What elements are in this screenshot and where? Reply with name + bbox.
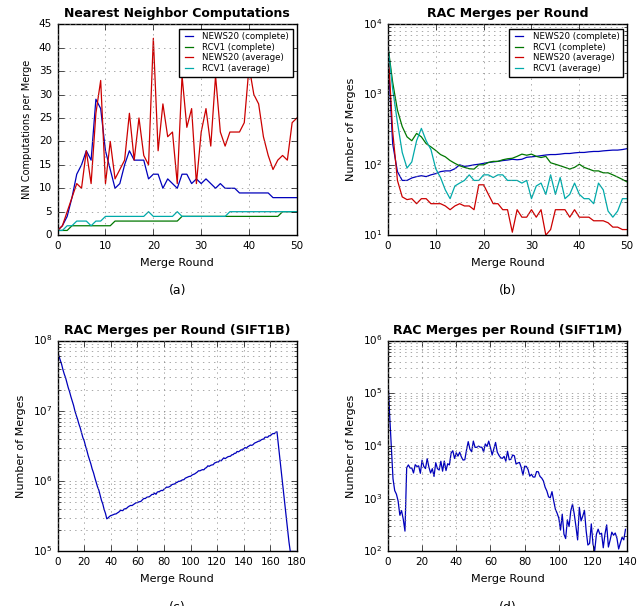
Line: RCV1 (average): RCV1 (average) <box>58 211 297 230</box>
Title: Nearest Neighbor Computations: Nearest Neighbor Computations <box>65 7 290 20</box>
NEWS20 (average) <box>131 156 138 164</box>
RCV1 (complete) <box>54 227 61 234</box>
NEWS20 (complete) <box>54 227 61 234</box>
RCV1 (average) <box>131 213 138 220</box>
NEWS20 (average) <box>125 110 133 117</box>
NEWS20 (average) <box>436 200 444 207</box>
NEWS20 (complete) <box>92 96 100 103</box>
RCV1 (complete) <box>461 164 468 171</box>
NEWS20 (average) <box>288 119 296 126</box>
NEWS20 (average) <box>293 115 301 122</box>
RCV1 (average) <box>619 195 627 202</box>
NEWS20 (average) <box>619 226 627 233</box>
NEWS20 (average) <box>547 226 554 233</box>
Text: (d): (d) <box>499 601 516 606</box>
Text: (b): (b) <box>499 284 516 297</box>
Legend: NEWS20 (complete), RCV1 (complete), NEWS20 (average), RCV1 (average): NEWS20 (complete), RCV1 (complete), NEWS… <box>509 28 623 76</box>
NEWS20 (complete) <box>111 185 119 192</box>
RCV1 (complete) <box>226 213 234 220</box>
RCV1 (average) <box>436 174 444 181</box>
RCV1 (average) <box>461 177 468 184</box>
Legend: NEWS20 (complete), RCV1 (complete), NEWS20 (average), RCV1 (average): NEWS20 (complete), RCV1 (complete), NEWS… <box>179 28 292 76</box>
RCV1 (complete) <box>623 178 631 185</box>
NEWS20 (complete) <box>384 48 392 56</box>
RCV1 (complete) <box>542 153 550 160</box>
RCV1 (average) <box>542 191 550 198</box>
Text: (c): (c) <box>169 601 186 606</box>
RCV1 (complete) <box>279 208 287 215</box>
RCV1 (average) <box>125 213 133 220</box>
Y-axis label: NN Computations per Merge: NN Computations per Merge <box>22 60 32 199</box>
NEWS20 (complete) <box>131 156 138 164</box>
NEWS20 (complete) <box>216 180 224 187</box>
NEWS20 (average) <box>561 206 569 213</box>
Line: RCV1 (complete): RCV1 (complete) <box>388 45 627 182</box>
Line: NEWS20 (average): NEWS20 (average) <box>388 45 627 235</box>
RCV1 (average) <box>216 213 224 220</box>
RCV1 (average) <box>623 195 631 202</box>
X-axis label: Merge Round: Merge Round <box>140 574 214 584</box>
Title: RAC Merges per Round: RAC Merges per Round <box>427 7 588 20</box>
NEWS20 (average) <box>384 42 392 49</box>
NEWS20 (complete) <box>398 177 406 184</box>
NEWS20 (average) <box>623 226 631 233</box>
RCV1 (average) <box>456 179 463 187</box>
NEWS20 (complete) <box>465 162 473 170</box>
NEWS20 (complete) <box>231 185 239 192</box>
X-axis label: Merge Round: Merge Round <box>140 258 214 268</box>
RCV1 (complete) <box>293 208 301 215</box>
NEWS20 (average) <box>231 128 239 136</box>
RCV1 (average) <box>106 213 114 220</box>
RCV1 (complete) <box>106 222 114 230</box>
Y-axis label: Number of Merges: Number of Merges <box>346 78 356 181</box>
NEWS20 (complete) <box>293 194 301 201</box>
Y-axis label: Number of Merges: Number of Merges <box>346 395 356 498</box>
Text: (a): (a) <box>168 284 186 297</box>
Title: RAC Merges per Round (SIFT1M): RAC Merges per Round (SIFT1M) <box>393 324 622 336</box>
NEWS20 (average) <box>456 200 463 207</box>
RCV1 (complete) <box>556 162 564 170</box>
NEWS20 (average) <box>216 128 224 136</box>
Line: NEWS20 (complete): NEWS20 (complete) <box>388 52 627 181</box>
Line: RCV1 (average): RCV1 (average) <box>388 45 627 217</box>
RCV1 (average) <box>231 208 239 215</box>
NEWS20 (complete) <box>288 194 296 201</box>
RCV1 (complete) <box>436 151 444 158</box>
Y-axis label: Number of Merges: Number of Merges <box>15 395 26 498</box>
RCV1 (complete) <box>384 42 392 49</box>
RCV1 (average) <box>609 213 617 221</box>
RCV1 (complete) <box>125 218 133 225</box>
NEWS20 (average) <box>542 231 550 239</box>
RCV1 (average) <box>54 227 61 234</box>
NEWS20 (average) <box>461 202 468 210</box>
NEWS20 (complete) <box>442 167 449 175</box>
Line: RCV1 (complete): RCV1 (complete) <box>58 211 297 230</box>
RCV1 (average) <box>556 174 564 181</box>
RCV1 (average) <box>293 208 301 215</box>
NEWS20 (complete) <box>461 163 468 170</box>
RCV1 (average) <box>145 208 152 215</box>
RCV1 (complete) <box>288 208 296 215</box>
X-axis label: Merge Round: Merge Round <box>470 574 545 584</box>
NEWS20 (complete) <box>135 156 143 164</box>
NEWS20 (complete) <box>547 151 554 158</box>
NEWS20 (complete) <box>619 146 627 153</box>
NEWS20 (complete) <box>561 150 569 157</box>
Title: RAC Merges per Round (SIFT1B): RAC Merges per Round (SIFT1B) <box>64 324 291 336</box>
NEWS20 (average) <box>150 35 157 42</box>
RCV1 (average) <box>384 42 392 49</box>
X-axis label: Merge Round: Merge Round <box>470 258 545 268</box>
Line: NEWS20 (average): NEWS20 (average) <box>58 38 297 230</box>
NEWS20 (average) <box>106 138 114 145</box>
NEWS20 (complete) <box>623 145 631 152</box>
RCV1 (complete) <box>131 218 138 225</box>
RCV1 (complete) <box>456 162 463 170</box>
Line: NEWS20 (complete): NEWS20 (complete) <box>58 99 297 230</box>
RCV1 (complete) <box>619 176 627 183</box>
NEWS20 (average) <box>54 227 61 234</box>
RCV1 (average) <box>288 208 296 215</box>
RCV1 (complete) <box>212 213 220 220</box>
